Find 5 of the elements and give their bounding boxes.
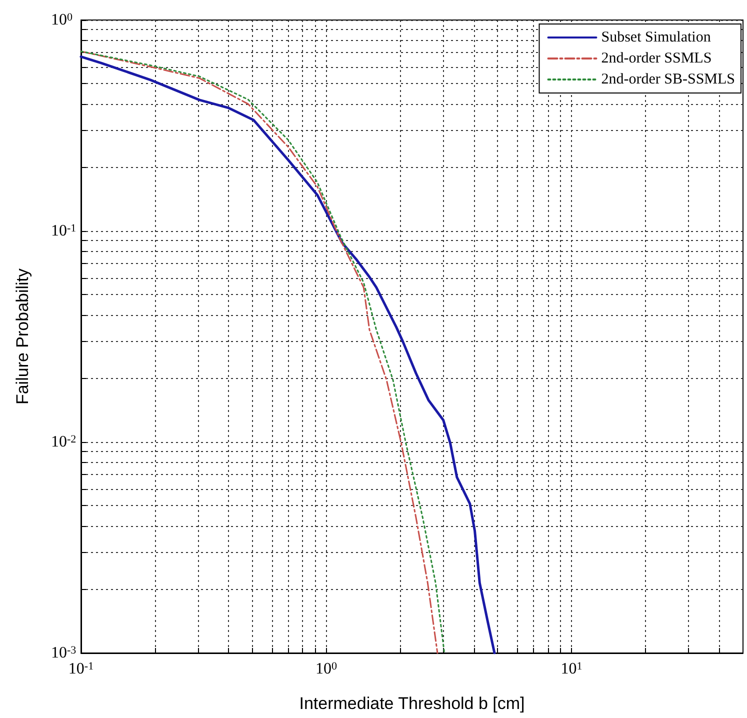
- legend-label: 2nd-order SSMLS: [601, 50, 712, 66]
- legend-label: Subset Simulation: [601, 30, 712, 46]
- legend-label: 2nd-order SB-SSMLS: [601, 72, 736, 88]
- y-axis-title: Failure Probability: [13, 268, 32, 405]
- x-axis-title: Intermediate Threshold b [cm]: [299, 694, 525, 713]
